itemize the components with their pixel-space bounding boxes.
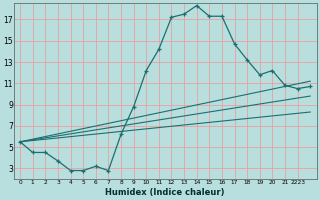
X-axis label: Humidex (Indice chaleur): Humidex (Indice chaleur): [105, 188, 225, 197]
